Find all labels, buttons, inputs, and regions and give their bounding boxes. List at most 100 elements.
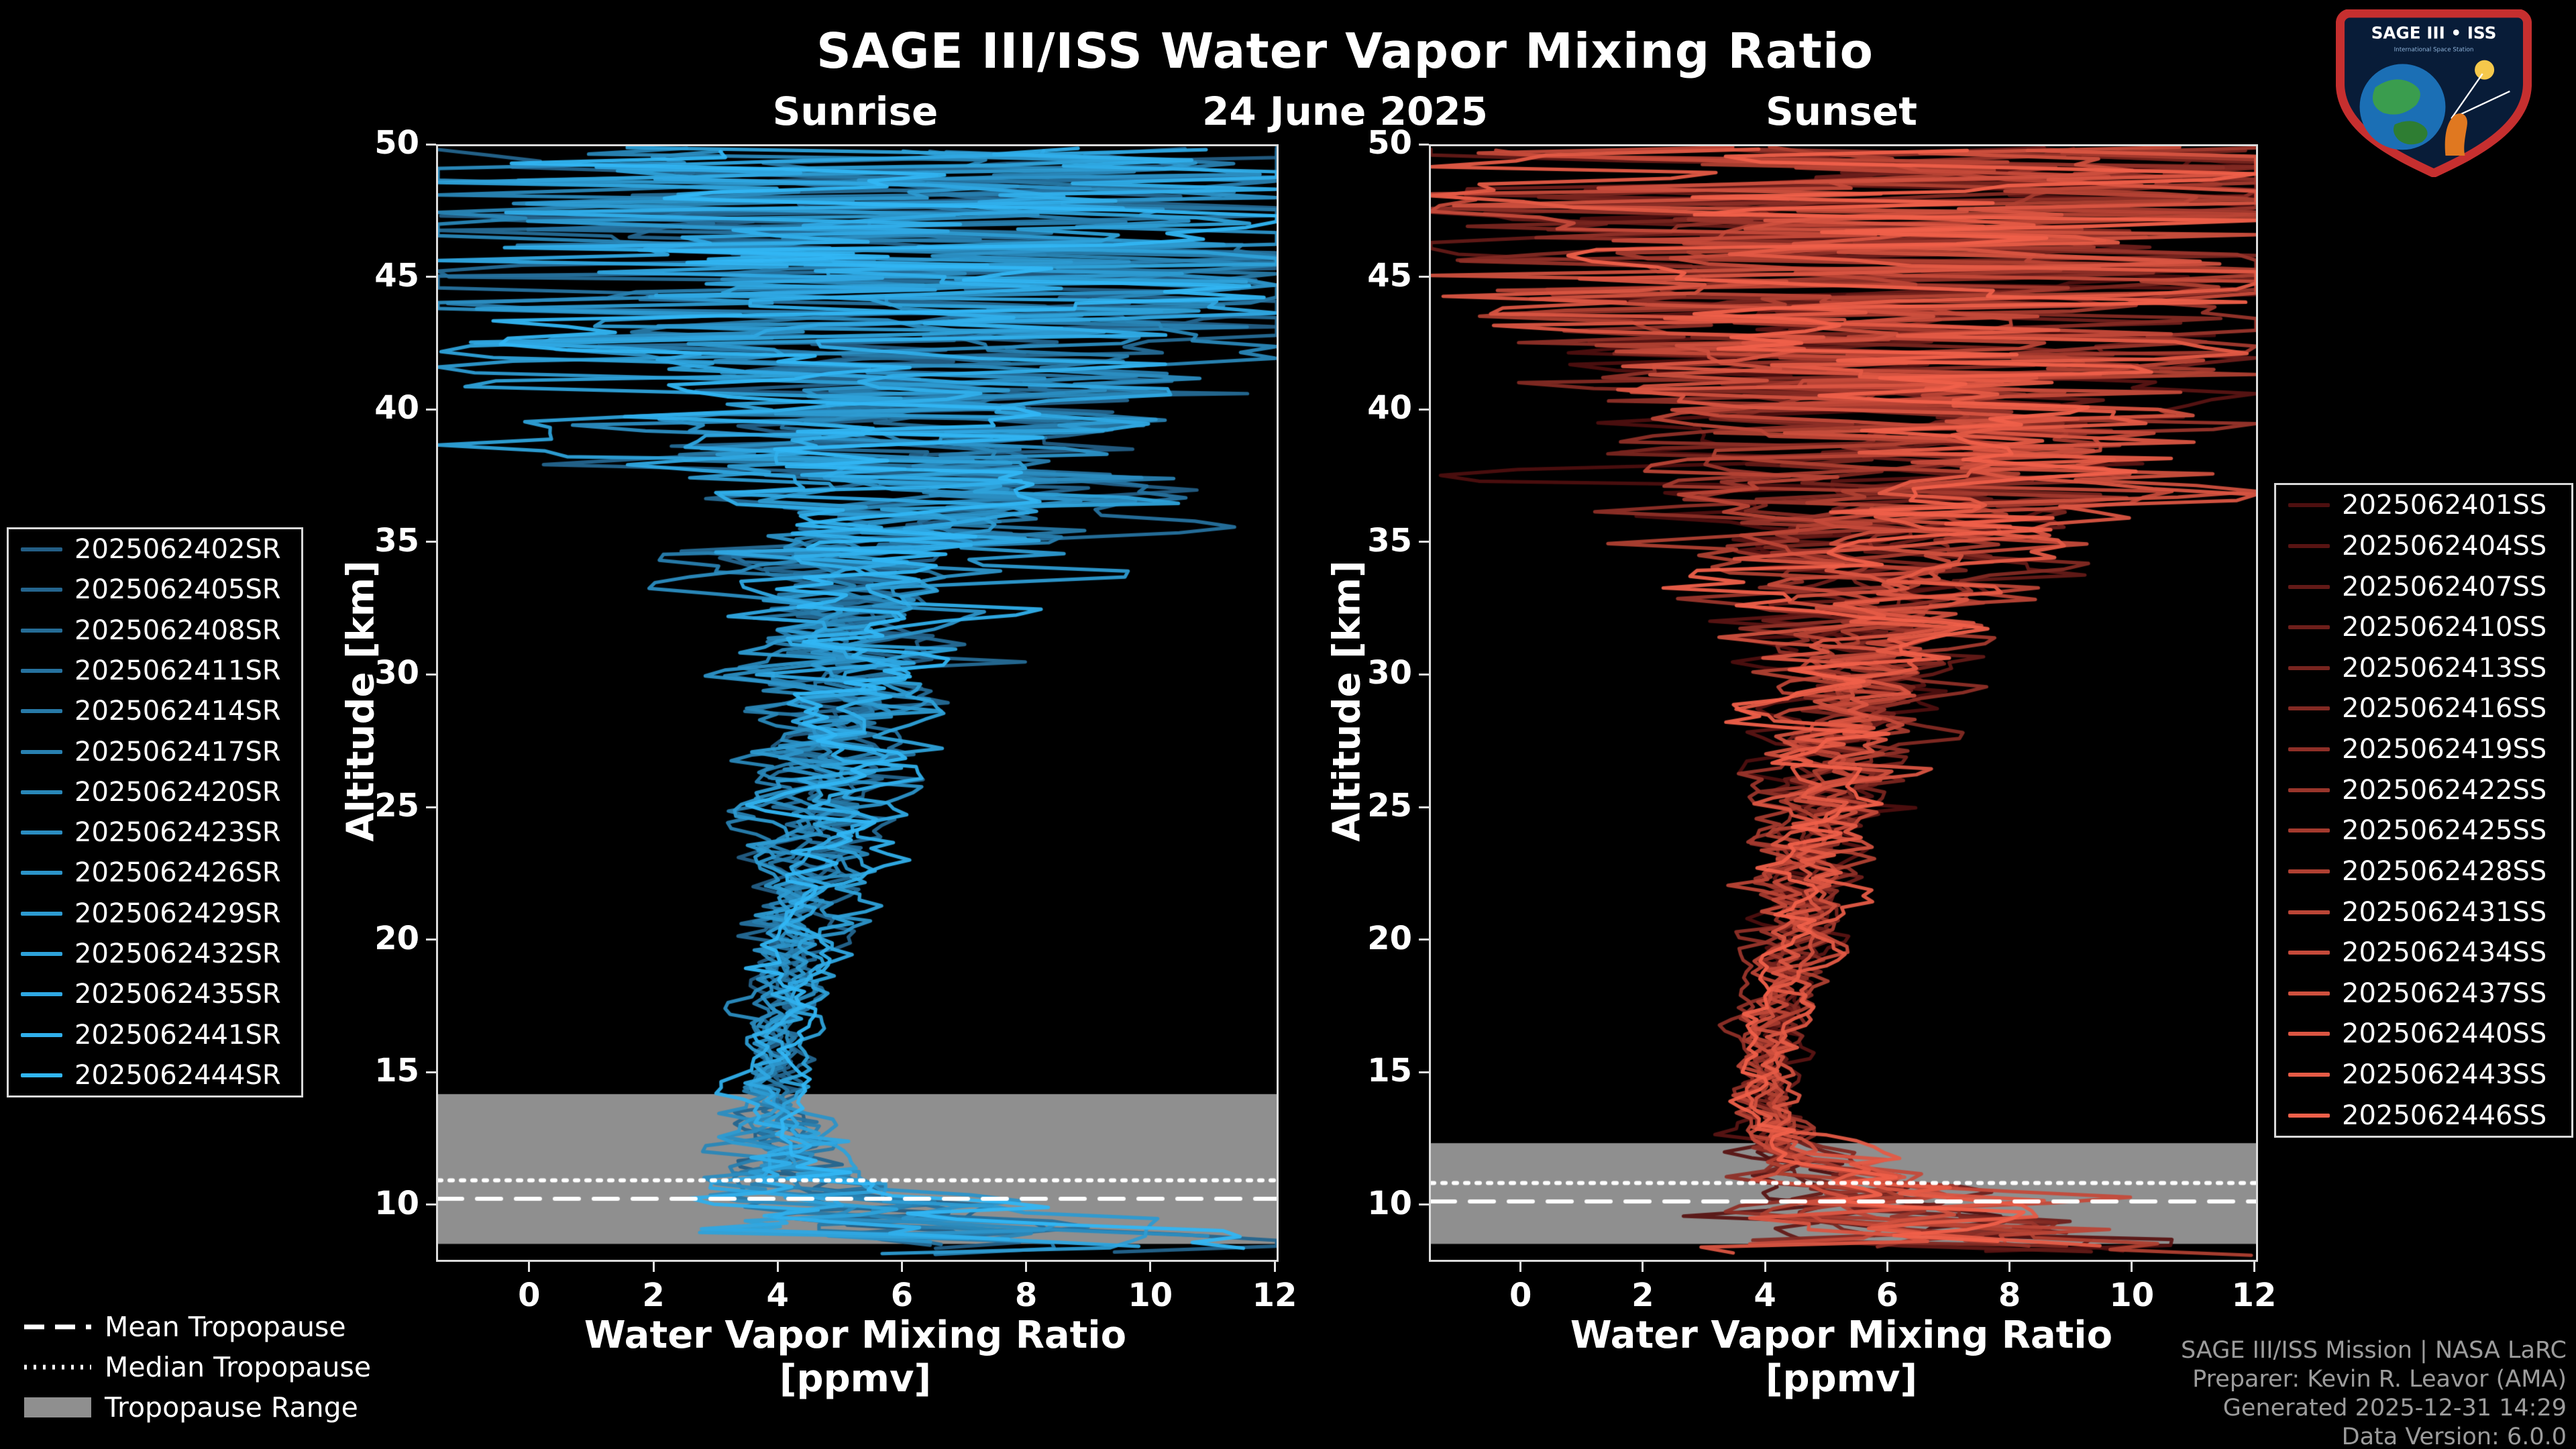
dashed-line-icon: [24, 1324, 91, 1330]
legend-item: 2025062432SR: [21, 938, 289, 969]
x-tick-label: 2: [642, 1277, 665, 1314]
legend-label: 2025062407SS: [2342, 571, 2547, 602]
sunrise-plot: [436, 144, 1279, 1262]
legend-item: 2025062429SR: [21, 898, 289, 929]
x-axis-label-sunset: Water Vapor Mixing Ratio [ppmv]: [1429, 1313, 2254, 1401]
sunset-subtitle: Sunset: [1766, 89, 1917, 134]
legend-item: 2025062431SS: [2288, 897, 2559, 928]
y-tick: [1419, 408, 1429, 411]
y-tick-label: 30: [374, 654, 419, 692]
y-tick: [426, 673, 436, 676]
legend-label: 2025062434SS: [2342, 937, 2547, 969]
logo-earth-land2: [2393, 121, 2428, 145]
legend-label: 2025062405SR: [74, 574, 281, 606]
logo-sun: [2475, 60, 2495, 80]
x-tick: [1149, 1262, 1152, 1272]
x-tick: [900, 1262, 903, 1272]
y-tick-label: 15: [374, 1052, 419, 1090]
y-tick-label: 20: [1367, 919, 1412, 957]
legend-line-swatch: [2288, 1113, 2330, 1118]
chart-title: SAGE III/ISS Water Vapor Mixing Ratio: [816, 23, 1874, 79]
y-tick: [426, 408, 436, 411]
tropopause-range-legend-item: Tropopause Range: [24, 1387, 371, 1428]
legend-item: 2025062417SR: [21, 737, 289, 767]
legend-label: 2025062422SS: [2342, 774, 2547, 806]
x-tick: [1273, 1262, 1276, 1272]
legend-line-swatch: [21, 1032, 62, 1037]
x-tick: [2131, 1262, 2133, 1272]
x-tick-label: 12: [1252, 1277, 1297, 1314]
legend-item: 2025062440SS: [2288, 1018, 2559, 1049]
y-tick: [426, 541, 436, 543]
legend-label: 2025062426SR: [74, 857, 281, 889]
legend-label: 2025062428SS: [2342, 855, 2547, 887]
legend-line-swatch: [21, 871, 62, 875]
legend-item: 2025062428SS: [2288, 856, 2559, 887]
x-tick-label: 0: [518, 1277, 541, 1314]
y-tick: [1419, 1203, 1429, 1206]
legend-line-swatch: [2288, 1073, 2330, 1077]
legend-item: 2025062414SR: [21, 696, 289, 727]
legend-item: 2025062446SS: [2288, 1100, 2559, 1131]
legend-line-swatch: [21, 749, 62, 754]
x-tick-label: 10: [1128, 1277, 1173, 1314]
y-tick-label: 35: [374, 521, 419, 559]
legend-label: 2025062423SR: [74, 817, 281, 849]
legend-line-swatch: [21, 911, 62, 916]
x-axis-label-line1: Water Vapor Mixing Ratio: [584, 1313, 1127, 1357]
median-tropopause-label: Median Tropopause: [105, 1351, 372, 1383]
legend-item: 2025062435SR: [21, 979, 289, 1010]
legend-item: 2025062402SR: [21, 534, 289, 565]
legend-item: 2025062423SR: [21, 817, 289, 848]
legend-line-swatch: [21, 588, 62, 592]
y-tick: [426, 806, 436, 808]
legend-label: 2025062401SS: [2342, 490, 2547, 521]
y-tick-label: 25: [374, 787, 419, 825]
logo-subtitle: International Space Station: [2394, 47, 2474, 54]
y-tick: [1419, 938, 1429, 941]
x-axis-label-line1: Water Vapor Mixing Ratio: [1570, 1313, 2113, 1357]
legend-item: 2025062419SS: [2288, 734, 2559, 765]
x-tick: [652, 1262, 655, 1272]
legend-label: 2025062404SS: [2342, 530, 2547, 561]
x-tick: [1519, 1262, 1522, 1272]
x-tick-label: 6: [1876, 1277, 1899, 1314]
sunrise-legend: 2025062402SR 2025062405SR 2025062408SR 2025…: [7, 527, 303, 1097]
y-tick: [426, 143, 436, 146]
x-axis-label-sunrise: Water Vapor Mixing Ratio [ppmv]: [436, 1313, 1275, 1401]
legend-item: 2025062437SS: [2288, 978, 2559, 1009]
legend-line-swatch: [21, 1073, 62, 1077]
legend-label: 2025062411SR: [74, 655, 281, 686]
date-label: 24 June 2025: [1201, 89, 1489, 134]
legend-label: 2025062419SS: [2342, 734, 2547, 765]
legend-line-swatch: [21, 790, 62, 794]
mean-tropopause-legend-item: Mean Tropopause: [24, 1307, 371, 1347]
x-tick-label: 8: [1998, 1277, 2021, 1314]
legend-line-swatch: [21, 709, 62, 714]
logo-title: SAGE III • ISS: [2371, 23, 2497, 43]
gray-patch-icon: [24, 1397, 91, 1417]
legend-line-swatch: [21, 992, 62, 997]
legend-line-swatch: [2288, 1032, 2330, 1036]
legend-item: 2025062425SS: [2288, 815, 2559, 846]
legend-item: 2025062410SS: [2288, 612, 2559, 643]
legend-label: 2025062413SS: [2342, 652, 2547, 684]
legend-label: 2025062441SR: [74, 1019, 281, 1051]
legend-item: 2025062411SR: [21, 655, 289, 686]
mean-tropopause-label: Mean Tropopause: [105, 1311, 346, 1343]
sunrise-subtitle: Sunrise: [772, 89, 938, 134]
y-tick-label: 30: [1367, 654, 1412, 692]
y-tick-label: 15: [1367, 1052, 1412, 1090]
legend-label: 2025062435SR: [74, 979, 281, 1010]
y-tick: [1419, 1071, 1429, 1073]
x-tick: [1642, 1262, 1644, 1272]
legend-line-swatch: [21, 830, 62, 835]
y-tick-label: 40: [1367, 389, 1412, 427]
legend-item: 2025062401SS: [2288, 490, 2559, 521]
legend-item: 2025062413SS: [2288, 653, 2559, 684]
x-tick-label: 6: [890, 1277, 914, 1314]
x-tick: [2253, 1262, 2255, 1272]
legend-item: 2025062422SS: [2288, 775, 2559, 806]
sunset-canvas: [1431, 146, 2256, 1260]
